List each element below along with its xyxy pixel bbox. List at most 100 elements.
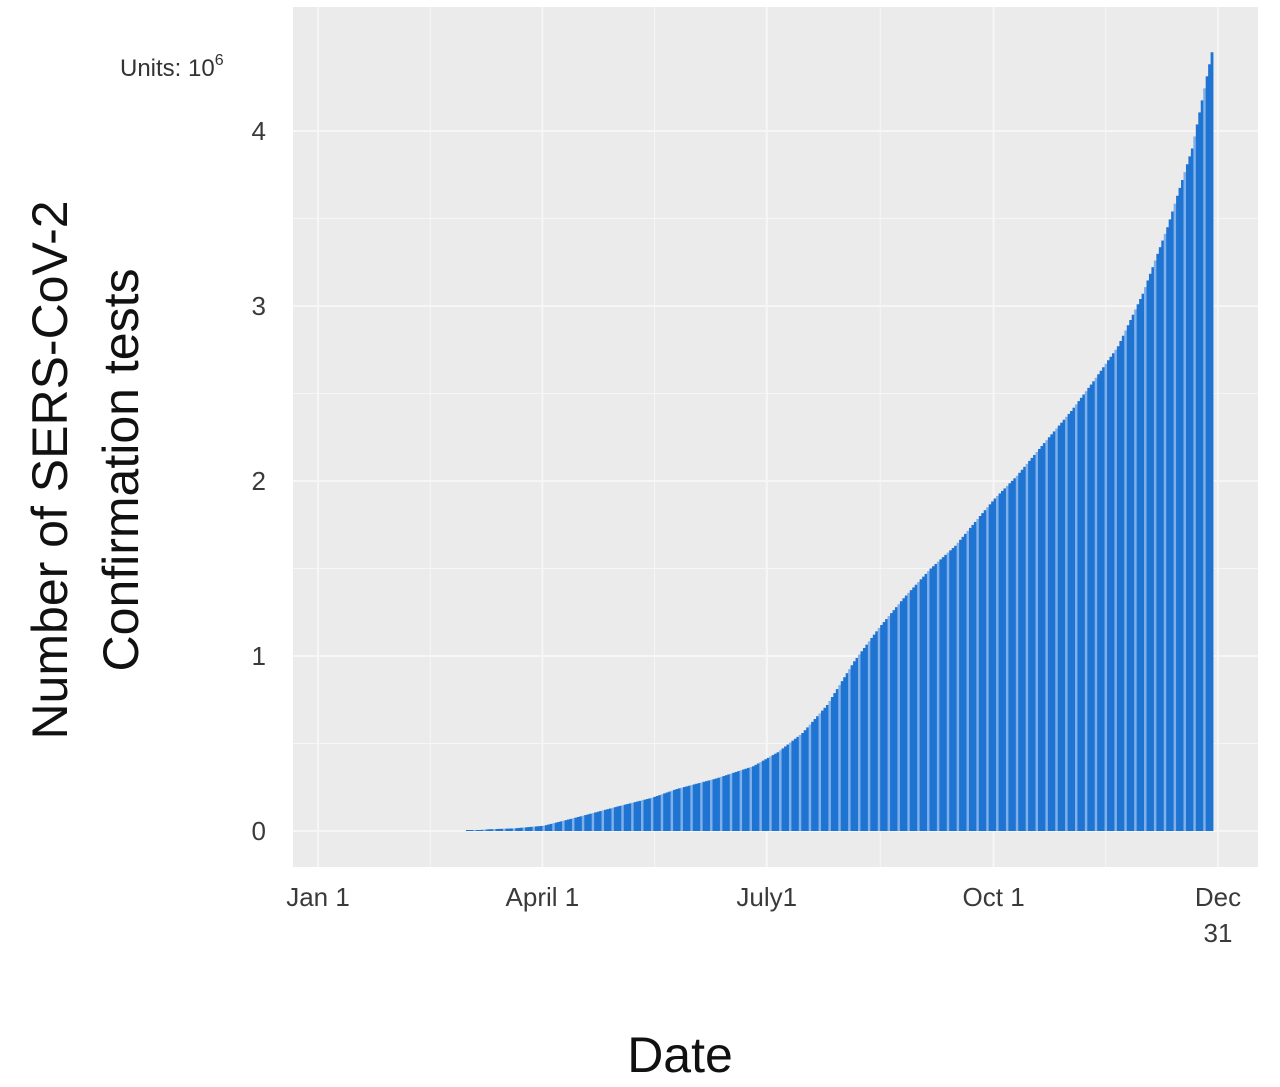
- bar: [996, 495, 999, 831]
- bar: [813, 719, 817, 831]
- bar: [1015, 475, 1019, 831]
- bar: [719, 776, 723, 831]
- bar: [515, 828, 519, 831]
- bar: [993, 498, 997, 831]
- bar: [710, 779, 713, 831]
- bar: [596, 811, 600, 831]
- bar: [833, 693, 837, 831]
- bar: [465, 830, 469, 831]
- bar: [1116, 346, 1120, 831]
- bar: [1082, 394, 1086, 831]
- bar: [628, 803, 632, 832]
- bar: [1008, 483, 1012, 831]
- bar: [1195, 124, 1199, 831]
- bar: [564, 820, 568, 832]
- bar: [1097, 374, 1100, 831]
- bar: [645, 799, 649, 831]
- bar: [998, 493, 1002, 831]
- bar: [1205, 76, 1209, 831]
- bar: [1087, 387, 1091, 831]
- bar: [1042, 443, 1046, 831]
- bar: [717, 777, 721, 831]
- bar: [559, 821, 563, 832]
- bar: [480, 829, 484, 831]
- bar: [988, 504, 992, 831]
- bar: [574, 817, 578, 832]
- bar: [1193, 136, 1197, 832]
- bar: [756, 763, 760, 831]
- bar: [803, 730, 807, 831]
- bar: [835, 689, 839, 831]
- bar: [1035, 451, 1039, 831]
- bar: [902, 598, 906, 831]
- bar: [1141, 293, 1145, 831]
- bar: [1153, 260, 1157, 831]
- bar: [939, 559, 943, 831]
- x-tick-label-2: July1: [736, 882, 797, 912]
- bar: [542, 825, 546, 831]
- bar: [1013, 478, 1017, 831]
- bar: [1200, 100, 1204, 832]
- bar: [690, 785, 694, 831]
- bar: [887, 616, 891, 831]
- gridlines: [293, 7, 1258, 867]
- bar: [493, 829, 496, 831]
- bar: [843, 677, 847, 831]
- bar: [599, 811, 602, 831]
- bar: [729, 773, 733, 831]
- bar: [1136, 304, 1140, 831]
- bar: [944, 554, 948, 831]
- bar: [877, 628, 881, 831]
- bar: [858, 654, 861, 831]
- bar: [589, 813, 593, 831]
- bar: [769, 756, 773, 831]
- bar: [1126, 325, 1130, 831]
- bar: [1151, 267, 1155, 831]
- bar: [544, 825, 548, 832]
- bar: [695, 783, 699, 831]
- bar: [478, 830, 482, 831]
- bar: [594, 812, 597, 831]
- bar: [1099, 370, 1103, 831]
- bar: [641, 800, 644, 831]
- bar: [875, 631, 879, 831]
- bar: [613, 807, 617, 831]
- bar: [806, 727, 810, 831]
- bar: [522, 827, 526, 831]
- bar: [870, 637, 874, 831]
- bar: [665, 792, 669, 831]
- bar: [549, 823, 553, 832]
- bar: [1131, 314, 1135, 831]
- bar: [872, 634, 876, 831]
- bar: [1028, 460, 1031, 831]
- bar: [791, 740, 795, 831]
- bar: [552, 823, 556, 831]
- bar: [520, 827, 524, 831]
- bar: [737, 771, 740, 831]
- bar: [909, 590, 913, 831]
- bar: [685, 786, 689, 832]
- bar: [801, 733, 805, 831]
- bar: [502, 828, 506, 831]
- x-tick-label-4-line-2: 31: [1204, 918, 1233, 948]
- bar: [1188, 156, 1192, 832]
- bar: [495, 828, 499, 831]
- bar: [776, 752, 780, 831]
- bar: [1203, 88, 1207, 832]
- bar: [961, 536, 965, 831]
- bar: [525, 827, 528, 831]
- bar: [1001, 490, 1004, 831]
- bar: [697, 783, 701, 831]
- bar: [1045, 440, 1049, 831]
- bar: [700, 782, 704, 831]
- bar: [601, 810, 605, 831]
- bar: [606, 809, 610, 832]
- bar: [643, 799, 647, 832]
- y-tick-label-4: 4: [252, 116, 266, 146]
- x-tick-label-1: April 1: [506, 882, 580, 912]
- bar: [1190, 148, 1194, 831]
- bar: [483, 829, 487, 831]
- bar: [1161, 240, 1165, 832]
- bar: [951, 548, 955, 831]
- bar: [959, 539, 962, 831]
